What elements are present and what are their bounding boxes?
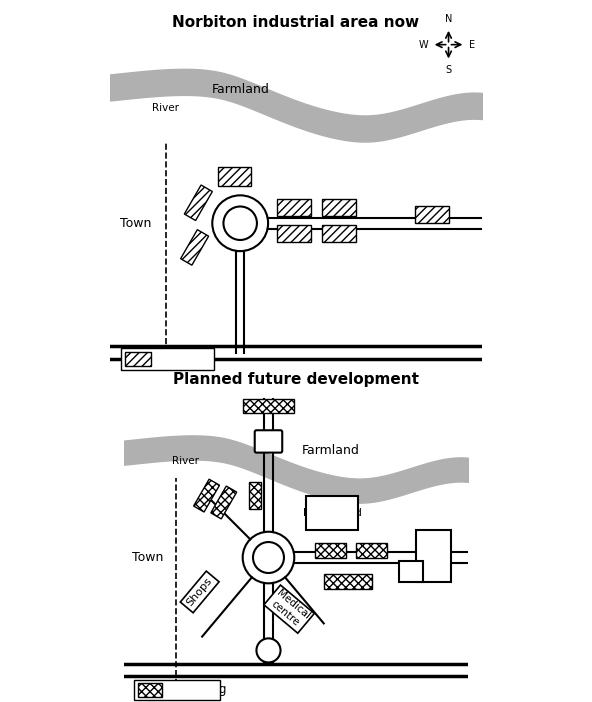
Bar [249,482,260,510]
Text: River: River [152,103,179,113]
Text: Town: Town [120,217,152,230]
Text: Farmland: Farmland [211,83,269,95]
FancyBboxPatch shape [322,225,356,241]
Text: W: W [419,39,428,50]
Bar [315,543,346,558]
Text: = Factory: = Factory [155,352,211,366]
Bar [194,479,220,512]
Text: = Housing: = Housing [165,684,227,696]
FancyBboxPatch shape [125,352,151,366]
Circle shape [253,542,284,573]
Bar [121,348,214,370]
Bar [416,530,451,581]
Circle shape [256,638,281,663]
Text: Town: Town [133,551,164,564]
Bar [399,561,423,581]
Text: Playground: Playground [303,508,362,518]
Text: S: S [446,65,452,75]
FancyBboxPatch shape [218,168,252,186]
FancyBboxPatch shape [415,206,449,223]
FancyBboxPatch shape [138,683,162,697]
Bar [243,399,294,413]
Text: School: School [429,538,439,574]
FancyBboxPatch shape [278,199,311,216]
Bar [356,543,387,558]
FancyBboxPatch shape [278,225,311,241]
FancyBboxPatch shape [322,199,356,216]
FancyBboxPatch shape [255,430,282,453]
Circle shape [223,206,257,240]
Text: Farmland: Farmland [301,444,359,458]
Text: River: River [172,456,200,466]
Bar [134,680,220,701]
Text: Medical
centre: Medical centre [267,588,311,630]
Bar [184,185,213,220]
Bar [306,496,358,530]
Text: N: N [445,14,452,24]
Bar [323,574,372,590]
Text: Norbiton industrial area now: Norbiton industrial area now [172,15,420,30]
Text: Shops: Shops [185,576,214,608]
Text: E: E [469,39,475,50]
Text: Planned future development: Planned future development [173,372,419,387]
Bar [211,486,237,519]
Bar [181,230,208,265]
